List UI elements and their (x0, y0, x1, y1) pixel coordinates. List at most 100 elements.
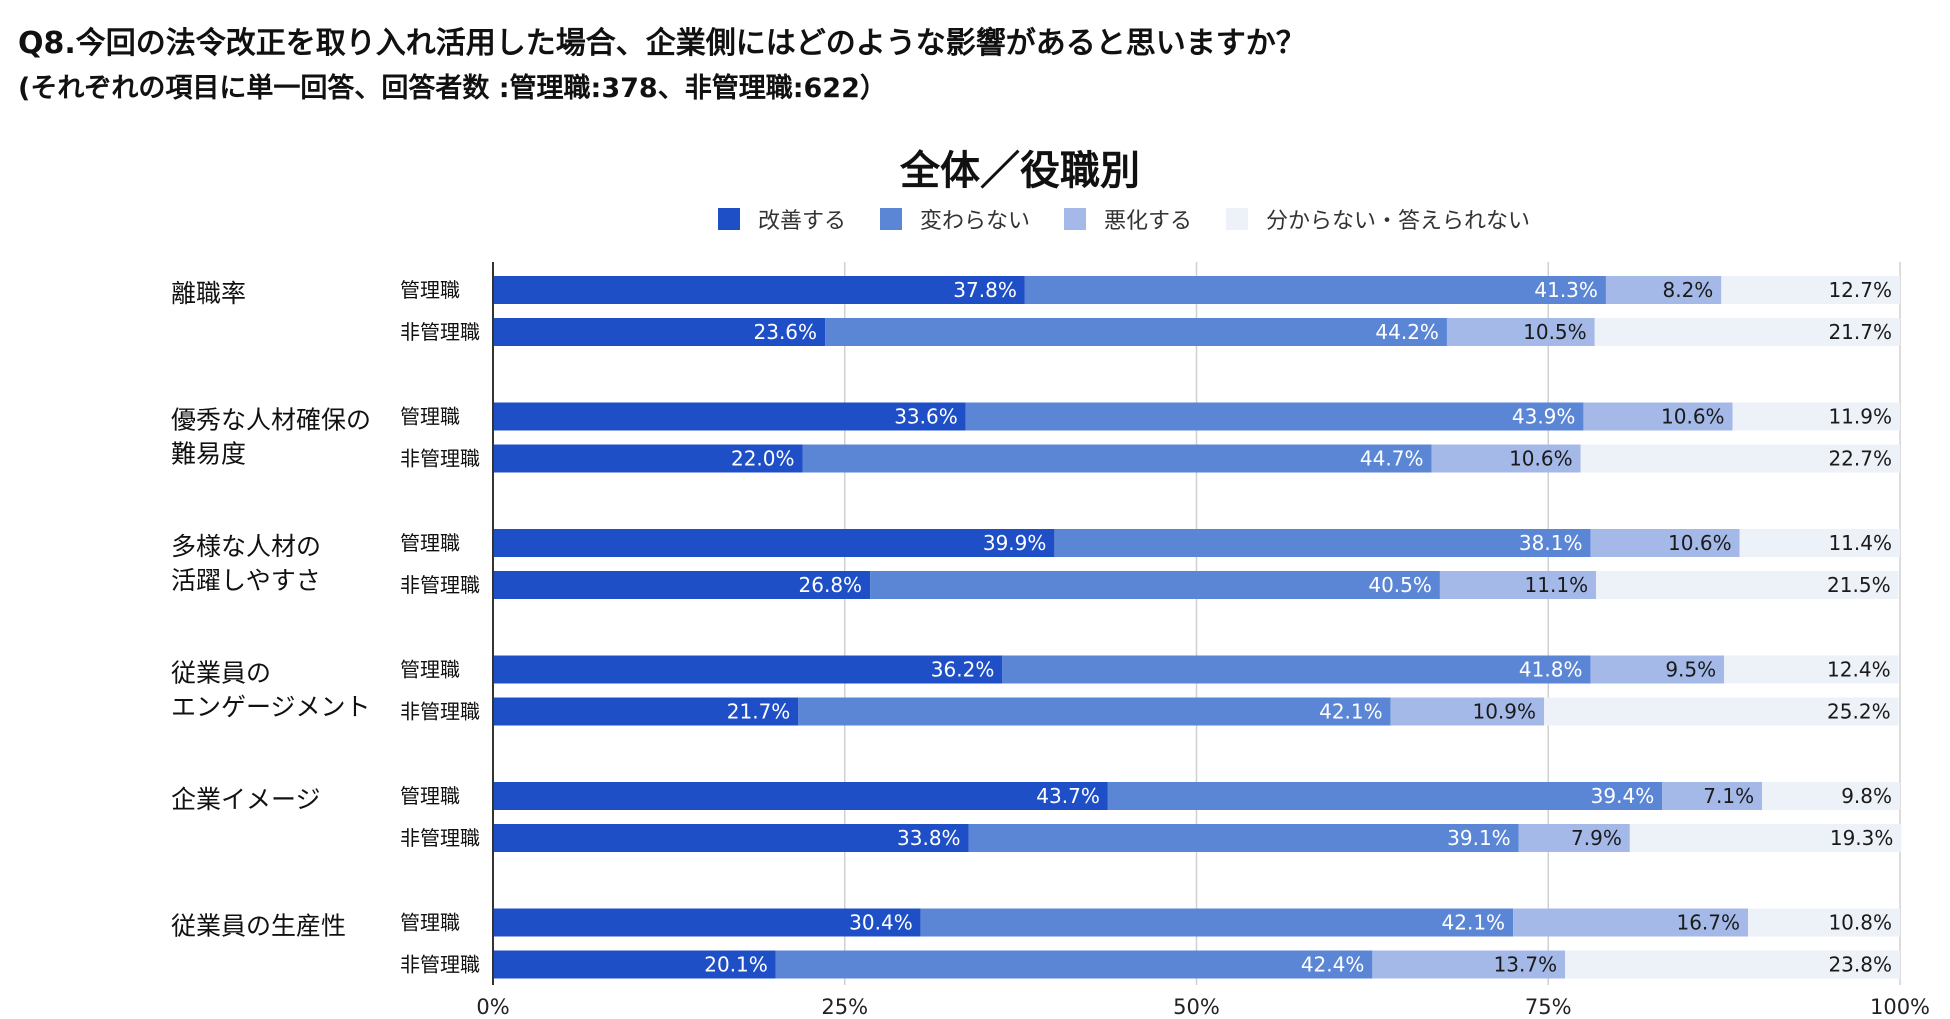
bar-segment (1513, 908, 1749, 937)
data-label: 43.9% (1512, 405, 1576, 429)
data-label: 39.4% (1591, 784, 1655, 808)
data-label: 10.5% (1523, 320, 1587, 344)
legend-swatch (718, 208, 740, 230)
bar-segment (1724, 655, 1899, 684)
x-tick-label: 0% (476, 995, 509, 1019)
legend-item-improve: 改善する (718, 203, 846, 235)
bar-segment (1580, 444, 1900, 473)
bar-segment (1732, 402, 1900, 431)
data-label: 23.8% (1828, 953, 1892, 977)
category-label: 従業員の生産性 (171, 912, 346, 941)
category-label: 多様な人材の (171, 532, 321, 561)
role-label: 管理職 (400, 405, 460, 429)
bar-segment (493, 444, 803, 473)
bar-segment (493, 318, 826, 346)
x-tick-label: 100% (1870, 995, 1930, 1019)
bar-segment (493, 950, 776, 979)
data-label: 41.3% (1534, 278, 1598, 302)
data-label: 39.1% (1447, 826, 1511, 850)
data-label: 33.8% (897, 826, 961, 850)
bar-segment (1024, 276, 1606, 304)
category-label: 離職率 (171, 279, 246, 308)
legend-label: 分からない・答えられない (1266, 209, 1531, 234)
bar-segment (1002, 655, 1591, 684)
data-label: 11.4% (1828, 531, 1892, 555)
bar-segment (825, 318, 1447, 346)
bar-segment (798, 697, 1391, 726)
question-subtitle: (それぞれの項目に単一回答、回答者数 :管理職:378、非管理職:622） (18, 73, 887, 104)
bar-segment (493, 276, 1025, 304)
legend-label: 悪化する (1104, 209, 1193, 234)
data-label: 10.6% (1661, 405, 1725, 429)
data-label: 39.9% (983, 531, 1047, 555)
data-label: 21.7% (727, 700, 791, 724)
data-label: 9.8% (1841, 784, 1892, 808)
data-label: 10.6% (1509, 447, 1573, 471)
bar-segment (493, 908, 921, 937)
bar-segment (870, 571, 1440, 599)
bar-segment (802, 444, 1432, 473)
bar-segment (965, 402, 1584, 431)
data-label: 13.7% (1494, 953, 1558, 977)
role-label: 非管理職 (400, 826, 480, 850)
data-label: 16.7% (1676, 911, 1740, 935)
legend-swatch (1226, 208, 1249, 230)
bar-segment (1590, 655, 1725, 684)
bar-segment (1739, 529, 1900, 557)
legend-label: 変わらない (920, 209, 1031, 234)
x-tick-label: 25% (821, 995, 868, 1019)
bar-segment (775, 950, 1373, 979)
bar-segment (1629, 824, 1902, 852)
data-label: 10.8% (1828, 911, 1892, 935)
data-label: 11.9% (1828, 405, 1892, 429)
bar-segment (1583, 402, 1733, 431)
bar-segment (1565, 950, 1900, 979)
role-label: 非管理職 (400, 953, 480, 977)
bar-segment (1372, 950, 1566, 979)
data-label: 42.1% (1319, 700, 1383, 724)
legend-item-unknown: 分からない・答えられない (1226, 203, 1530, 235)
role-label: 管理職 (400, 911, 460, 935)
bar-segment (1107, 782, 1663, 810)
bar-segment (493, 402, 966, 431)
category-label: エンゲージメント (171, 693, 371, 722)
data-label: 33.6% (894, 405, 958, 429)
x-tick-label: 75% (1525, 995, 1572, 1019)
bar-segment (493, 571, 871, 599)
data-label: 22.7% (1828, 447, 1892, 471)
data-label: 41.8% (1519, 658, 1583, 682)
category-label: 活躍しやすさ (171, 566, 321, 595)
legend: 改善する 変わらない 悪化する 分からない・答えられない (718, 203, 1564, 235)
data-label: 43.7% (1036, 784, 1100, 808)
bar-segment (1544, 697, 1899, 726)
bar-segment (1605, 276, 1722, 304)
bar-segment (1721, 276, 1900, 304)
legend-item-worsen: 悪化する (1064, 203, 1192, 235)
category-label: 従業員の (171, 659, 271, 688)
bar-segment (1590, 529, 1740, 557)
data-label: 38.1% (1519, 531, 1583, 555)
data-label: 25.2% (1827, 700, 1891, 724)
legend-swatch (880, 208, 903, 230)
role-label: 非管理職 (400, 573, 480, 597)
bar-segment (493, 655, 1003, 684)
data-label: 37.8% (953, 278, 1017, 302)
legend-swatch (1064, 208, 1087, 230)
category-label: 難易度 (171, 440, 246, 469)
bar-segment (920, 908, 1514, 937)
data-label: 10.6% (1668, 531, 1732, 555)
bar-segment (493, 697, 799, 726)
data-label: 26.8% (799, 573, 863, 597)
data-label: 23.6% (754, 320, 818, 344)
data-label: 42.4% (1301, 953, 1365, 977)
data-label: 19.3% (1830, 826, 1894, 850)
bar-segment (968, 824, 1519, 852)
data-label: 44.7% (1360, 447, 1424, 471)
bar-segment (1594, 318, 1900, 346)
data-label: 10.9% (1472, 700, 1536, 724)
bar-segment (1446, 318, 1595, 346)
category-label: 企業イメージ (171, 785, 321, 814)
data-label: 20.1% (704, 953, 768, 977)
bar-segment (1518, 824, 1630, 852)
role-label: 非管理職 (400, 447, 480, 471)
